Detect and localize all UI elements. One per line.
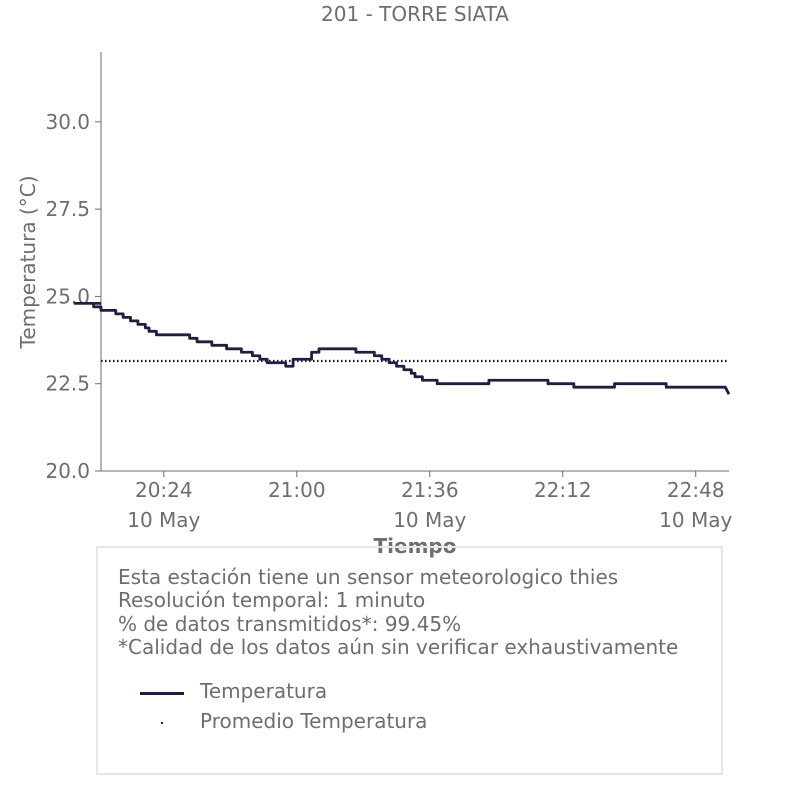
series-layer bbox=[73, 302, 731, 395]
legend-label-temperatura: Temperatura bbox=[200, 679, 328, 703]
x-tick-label-time: 22:12 bbox=[534, 478, 592, 502]
y-tick-label: 30.0 bbox=[45, 110, 90, 134]
x-tick-label-time: 20:24 bbox=[135, 478, 193, 502]
info-line-quality: *Calidad de los datos aún sin verificar … bbox=[118, 634, 679, 659]
legend-label-promedio: Promedio Temperatura bbox=[200, 709, 428, 733]
legend-dot-swatch bbox=[161, 722, 163, 724]
y-axis-label: Temperatura (°C) bbox=[16, 175, 40, 349]
y-tick-label: 22.5 bbox=[45, 372, 90, 396]
chart-title: 201 - TORRE SIATA bbox=[321, 2, 509, 26]
x-tick-label-date: 10 May bbox=[393, 508, 466, 532]
x-tick-label-date: 10 May bbox=[659, 508, 732, 532]
x-tick-label-date: 10 May bbox=[127, 508, 200, 532]
info-line-resolution: Resolución temporal: 1 minuto bbox=[118, 588, 426, 613]
x-tick-label-time: 21:00 bbox=[268, 478, 326, 502]
info-line-transmitted: % de datos transmitidos*: 99.45% bbox=[118, 611, 462, 636]
legend-line-swatch bbox=[140, 692, 184, 695]
info-text: Esta estación tiene un sensor meteorolog… bbox=[118, 565, 679, 659]
y-tick-label: 27.5 bbox=[45, 197, 90, 221]
y-tick-label: 20.0 bbox=[45, 459, 90, 483]
temperature-series-line bbox=[73, 302, 731, 395]
x-tick-label-time: 21:36 bbox=[401, 478, 459, 502]
y-ticks: 20.0 22.5 25.0 27.5 30.0 bbox=[45, 110, 101, 483]
info-line-sensor: Esta estación tiene un sensor meteorolog… bbox=[118, 565, 619, 589]
y-tick-label: 25.0 bbox=[45, 284, 90, 308]
info-box: Esta estación tiene un sensor meteorolog… bbox=[96, 546, 723, 775]
x-tick-label-time: 22:48 bbox=[667, 478, 725, 502]
x-ticks: 20:24 10 May 21:00 21:36 10 May 22:12 22:48 10 … bbox=[127, 471, 732, 532]
